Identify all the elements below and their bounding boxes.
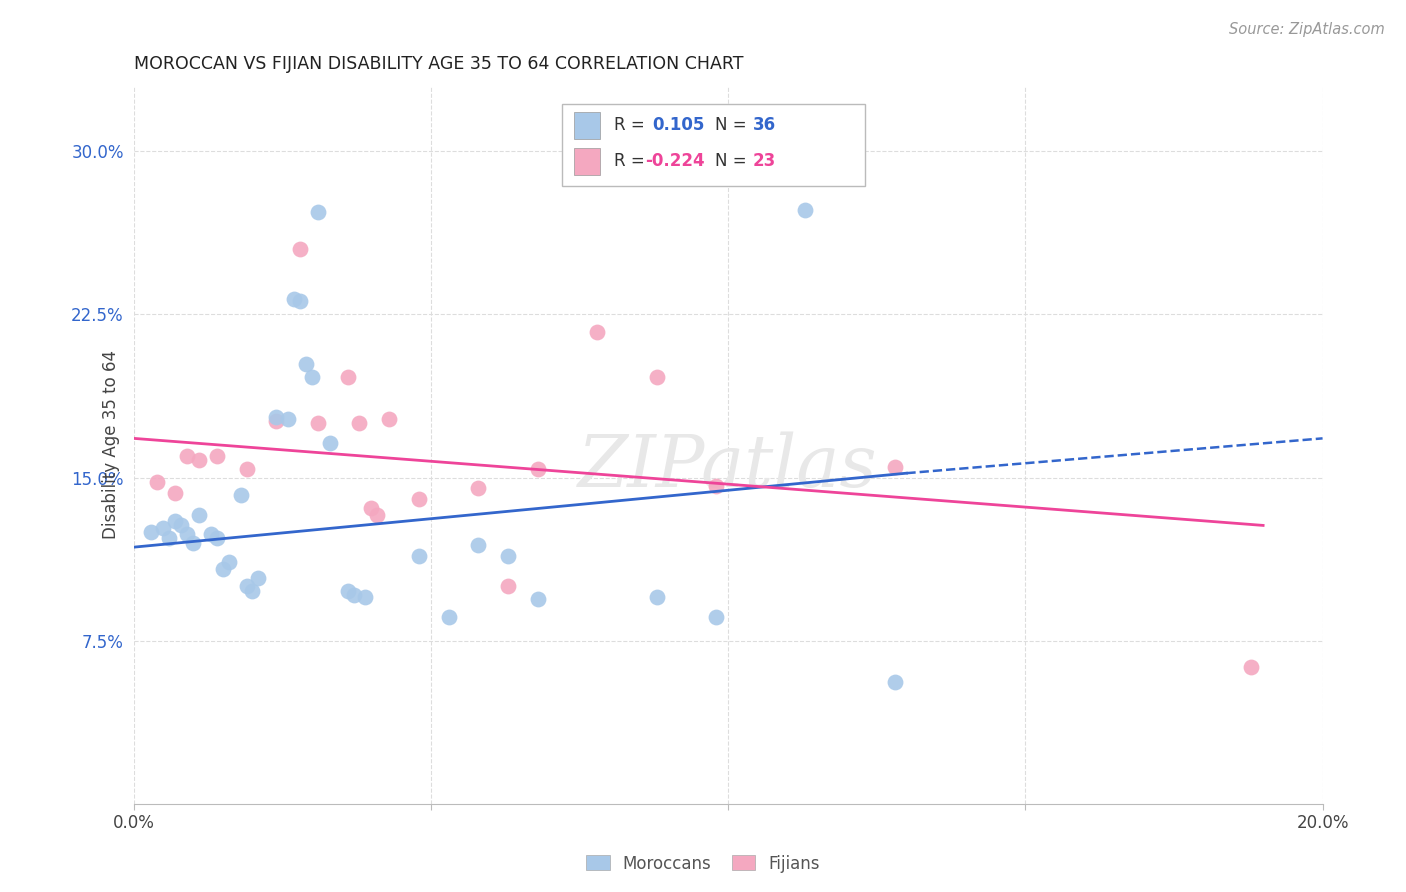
Text: Source: ZipAtlas.com: Source: ZipAtlas.com bbox=[1229, 22, 1385, 37]
Point bbox=[146, 475, 169, 489]
Point bbox=[883, 459, 905, 474]
Text: 36: 36 bbox=[754, 116, 776, 135]
Point bbox=[378, 411, 401, 425]
Point bbox=[288, 242, 311, 256]
Bar bbox=[574, 147, 600, 175]
Point bbox=[264, 414, 287, 428]
Point bbox=[354, 591, 377, 605]
Point bbox=[319, 435, 342, 450]
Point bbox=[235, 579, 257, 593]
Point bbox=[586, 325, 609, 339]
Point bbox=[437, 610, 460, 624]
Point bbox=[205, 532, 228, 546]
Text: N =: N = bbox=[716, 153, 752, 170]
Point bbox=[1240, 660, 1263, 674]
Point bbox=[247, 571, 270, 585]
Text: N =: N = bbox=[716, 116, 752, 135]
Point bbox=[360, 501, 382, 516]
Point bbox=[408, 549, 430, 563]
Point bbox=[366, 508, 388, 522]
Text: ZIPatlas: ZIPatlas bbox=[578, 431, 877, 501]
Point bbox=[165, 514, 187, 528]
Point bbox=[467, 482, 489, 496]
Text: R =: R = bbox=[614, 153, 650, 170]
Point bbox=[141, 524, 163, 539]
Text: R =: R = bbox=[614, 116, 650, 135]
Point bbox=[277, 411, 299, 425]
Y-axis label: Disability Age 35 to 64: Disability Age 35 to 64 bbox=[101, 351, 120, 540]
Text: MOROCCAN VS FIJIAN DISABILITY AGE 35 TO 64 CORRELATION CHART: MOROCCAN VS FIJIAN DISABILITY AGE 35 TO … bbox=[134, 55, 744, 73]
Point bbox=[349, 416, 371, 430]
Point bbox=[264, 409, 287, 424]
Point bbox=[467, 538, 489, 552]
Point bbox=[152, 520, 174, 534]
Point bbox=[496, 549, 519, 563]
Point bbox=[200, 527, 222, 541]
Point bbox=[170, 518, 193, 533]
Point bbox=[527, 592, 550, 607]
Point bbox=[242, 583, 264, 598]
Point bbox=[205, 449, 228, 463]
Point bbox=[283, 292, 305, 306]
Point bbox=[336, 370, 359, 384]
Text: -0.224: -0.224 bbox=[645, 153, 704, 170]
Point bbox=[307, 205, 329, 219]
Point bbox=[157, 532, 180, 546]
Point bbox=[211, 562, 233, 576]
Point bbox=[527, 462, 550, 476]
Legend: Moroccans, Fijians: Moroccans, Fijians bbox=[579, 848, 827, 880]
Point bbox=[218, 556, 240, 570]
Point bbox=[704, 610, 727, 624]
Point bbox=[188, 453, 211, 467]
Point bbox=[176, 449, 198, 463]
Point bbox=[883, 675, 905, 690]
Point bbox=[288, 294, 311, 309]
Text: 0.105: 0.105 bbox=[652, 116, 704, 135]
FancyBboxPatch shape bbox=[561, 103, 865, 186]
Point bbox=[794, 202, 817, 217]
Point bbox=[336, 583, 359, 598]
Point bbox=[645, 370, 668, 384]
Point bbox=[165, 485, 187, 500]
Point bbox=[176, 527, 198, 541]
Point bbox=[408, 492, 430, 507]
Point bbox=[188, 508, 211, 522]
Point bbox=[295, 357, 318, 371]
Point bbox=[229, 488, 252, 502]
Point bbox=[301, 370, 323, 384]
Point bbox=[181, 536, 204, 550]
Bar bbox=[574, 112, 600, 139]
Text: 23: 23 bbox=[754, 153, 776, 170]
Point bbox=[235, 462, 257, 476]
Point bbox=[645, 591, 668, 605]
Point bbox=[496, 579, 519, 593]
Point bbox=[704, 479, 727, 493]
Point bbox=[342, 588, 364, 602]
Point bbox=[307, 416, 329, 430]
